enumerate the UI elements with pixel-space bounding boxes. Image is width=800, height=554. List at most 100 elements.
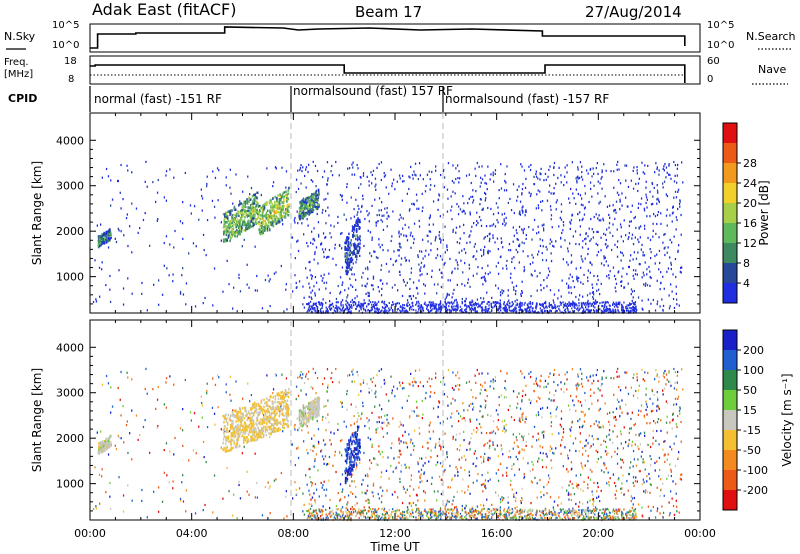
power-cell (109, 234, 111, 238)
power-cell (566, 282, 568, 285)
velocity-cell (615, 418, 617, 421)
power-cell (282, 206, 284, 209)
power-cell (456, 309, 458, 311)
power-cell (614, 217, 616, 220)
power-cell (163, 242, 165, 245)
power-cell (304, 201, 306, 204)
power-cell (279, 195, 282, 198)
velocity-cell (646, 475, 648, 478)
power-cell (229, 186, 231, 189)
power-colorbar-label: Power [dB] (757, 180, 771, 245)
power-cell (615, 200, 618, 203)
velocity-cell (426, 479, 428, 482)
power-cell (367, 309, 369, 312)
velocity-cell (498, 396, 500, 399)
freq-trace (90, 64, 686, 83)
power-cell (383, 306, 385, 309)
power-cell (340, 304, 342, 307)
velocity-cell (567, 491, 570, 494)
power-cell (284, 212, 287, 215)
power-cell (568, 291, 570, 294)
power-cell (608, 213, 610, 216)
power-cell (103, 237, 105, 241)
power-cell (647, 164, 649, 167)
power-cell (454, 299, 456, 302)
velocity-cell (392, 470, 394, 473)
power-cell (266, 209, 269, 212)
power-cell (560, 311, 562, 314)
power-cell (413, 203, 415, 206)
power-cell (349, 268, 351, 271)
power-cell (538, 250, 540, 253)
power-cell (473, 255, 475, 258)
power-cell (487, 249, 489, 252)
power-cell (238, 230, 241, 234)
power-cell (307, 308, 310, 311)
power-cell (360, 183, 362, 186)
power-cell (476, 303, 478, 305)
velocity-cell (366, 512, 368, 515)
power-cell (305, 168, 307, 171)
power-cell (539, 172, 541, 175)
velocity-cell (398, 439, 400, 442)
power-cell (330, 236, 332, 239)
power-cell (604, 233, 607, 236)
velocity-cell (516, 445, 518, 448)
power-cell (588, 310, 590, 313)
velocity-cell (584, 464, 586, 467)
power-cell (669, 256, 671, 259)
velocity-cell (356, 370, 358, 374)
velocity-cell (440, 492, 443, 496)
power-cell (308, 302, 310, 305)
power-cell (146, 309, 148, 312)
power-cell (543, 223, 545, 226)
velocity-cell (469, 420, 471, 423)
power-cell (179, 220, 182, 223)
power-cell (249, 212, 252, 215)
power-cell (414, 173, 416, 176)
power-cell (281, 214, 284, 218)
power-cell (435, 308, 438, 311)
velocity-cell (370, 461, 373, 465)
power-cell (107, 234, 109, 237)
power-cell (306, 311, 308, 314)
power-cell (100, 236, 102, 240)
power-cell (519, 213, 522, 216)
power-cell (560, 295, 562, 298)
power-cell (505, 306, 507, 309)
power-cell (188, 252, 190, 255)
power-cell (396, 311, 398, 314)
power-cell (393, 250, 395, 253)
power-cell (97, 242, 100, 245)
power-cell (362, 304, 364, 307)
power-cell (223, 217, 226, 221)
power-cell (141, 281, 143, 285)
velocity-cell (588, 434, 590, 437)
velocity-cell (152, 388, 154, 391)
power-cell (359, 254, 361, 257)
power-cell (311, 311, 313, 314)
power-cell (250, 208, 253, 211)
power-cell (618, 302, 620, 305)
power-cell (615, 290, 617, 293)
power-cell (497, 272, 500, 275)
power-cell (344, 252, 346, 255)
power-cell (635, 257, 638, 260)
power-cell (433, 184, 436, 187)
power-cell (254, 218, 257, 221)
power-cell (547, 175, 549, 178)
velocity-cell (181, 429, 184, 432)
power-cell (233, 207, 235, 210)
power-cell (440, 173, 442, 177)
velocity-cell (400, 453, 402, 456)
velocity-cell (605, 376, 607, 379)
power-cell (338, 174, 340, 177)
power-cell (198, 218, 200, 221)
velocity-cell (500, 444, 502, 447)
velocity-cell (649, 397, 651, 400)
power-cell (509, 309, 511, 312)
power-cell (585, 232, 587, 235)
power-cell (626, 205, 628, 208)
power-cell (310, 241, 312, 244)
power-cell (383, 311, 385, 314)
